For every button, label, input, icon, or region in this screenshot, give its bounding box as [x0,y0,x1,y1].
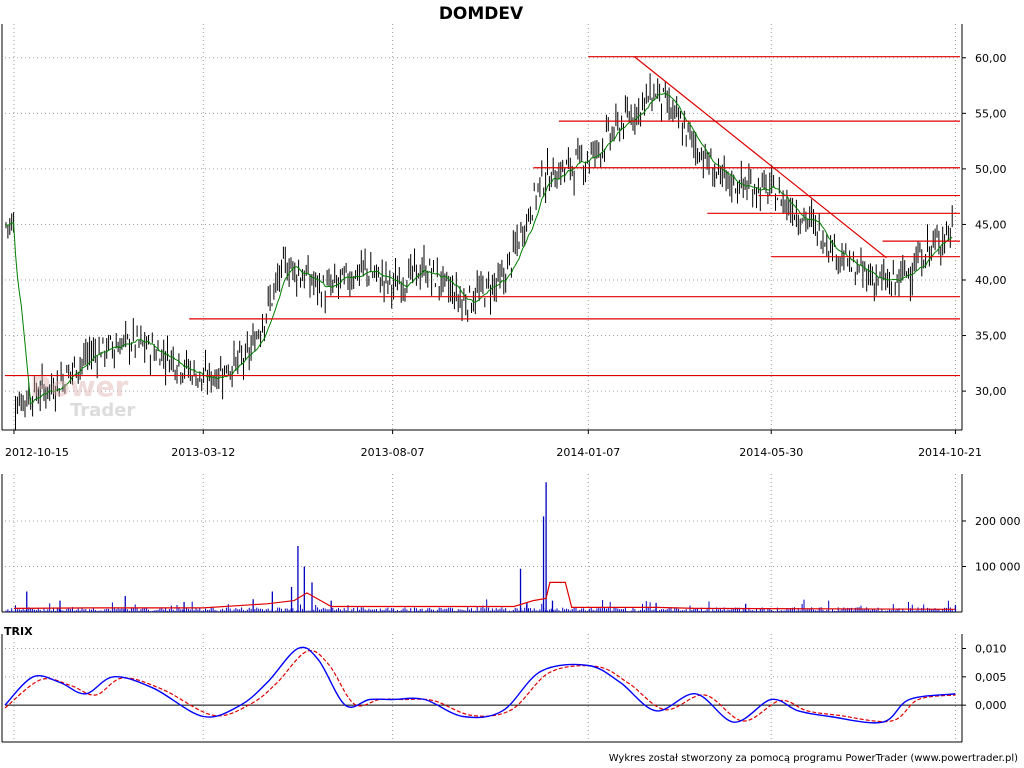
price-y-tick-label: 40,00 [975,274,1007,287]
price-panel: 30,00 35,00 40,00 45,00 50,00 55,00 60,00 2012-… [1,24,1007,459]
trix-y-tick-label: 0,005 [975,671,1007,684]
watermark-line2: Trader [70,400,135,421]
chart-title: DOMDEV [439,4,524,24]
price-y-tick-label: 35,00 [975,330,1007,343]
volume-y-tick-label: 200 000 [975,515,1021,528]
watermark-line1: Power [30,370,129,403]
trend-line [633,56,887,259]
trix-y-tick-label: 0,010 [975,643,1007,656]
footer-credit: Wykres został stworzony za pomocą progra… [609,753,1018,764]
price-y-tick-label: 60,00 [975,52,1007,65]
price-x-tick-label: 2013-08-07 [361,446,425,459]
powertrader-watermark: Power Trader [30,370,135,421]
trix-line [4,646,956,724]
price-x-tick-label: 2012-10-15 [5,446,69,459]
volume-panel: 100 000 200 000 [1,474,1021,613]
price-y-tick-label: 55,00 [975,107,1007,120]
moving-average-line [5,92,953,404]
price-x-tick-label: 2014-10-21 [918,446,982,459]
price-x-tick-label: 2014-05-30 [739,446,803,459]
price-y-tick-label: 45,00 [975,218,1007,231]
price-x-tick-label: 2013-03-12 [171,446,235,459]
volume-y-tick-label: 100 000 [975,560,1021,573]
price-x-tick-label: 2014-01-07 [556,446,620,459]
trix-label: TRIX [4,625,33,638]
price-y-tick-label: 50,00 [975,163,1007,176]
volume-average-line [13,581,956,610]
trix-signal-line [4,649,956,723]
trix-y-tick-label: 0,000 [975,699,1007,712]
trix-panel: 0,000 0,005 0,010 [1,634,1007,743]
price-y-tick-label: 30,00 [975,385,1007,398]
